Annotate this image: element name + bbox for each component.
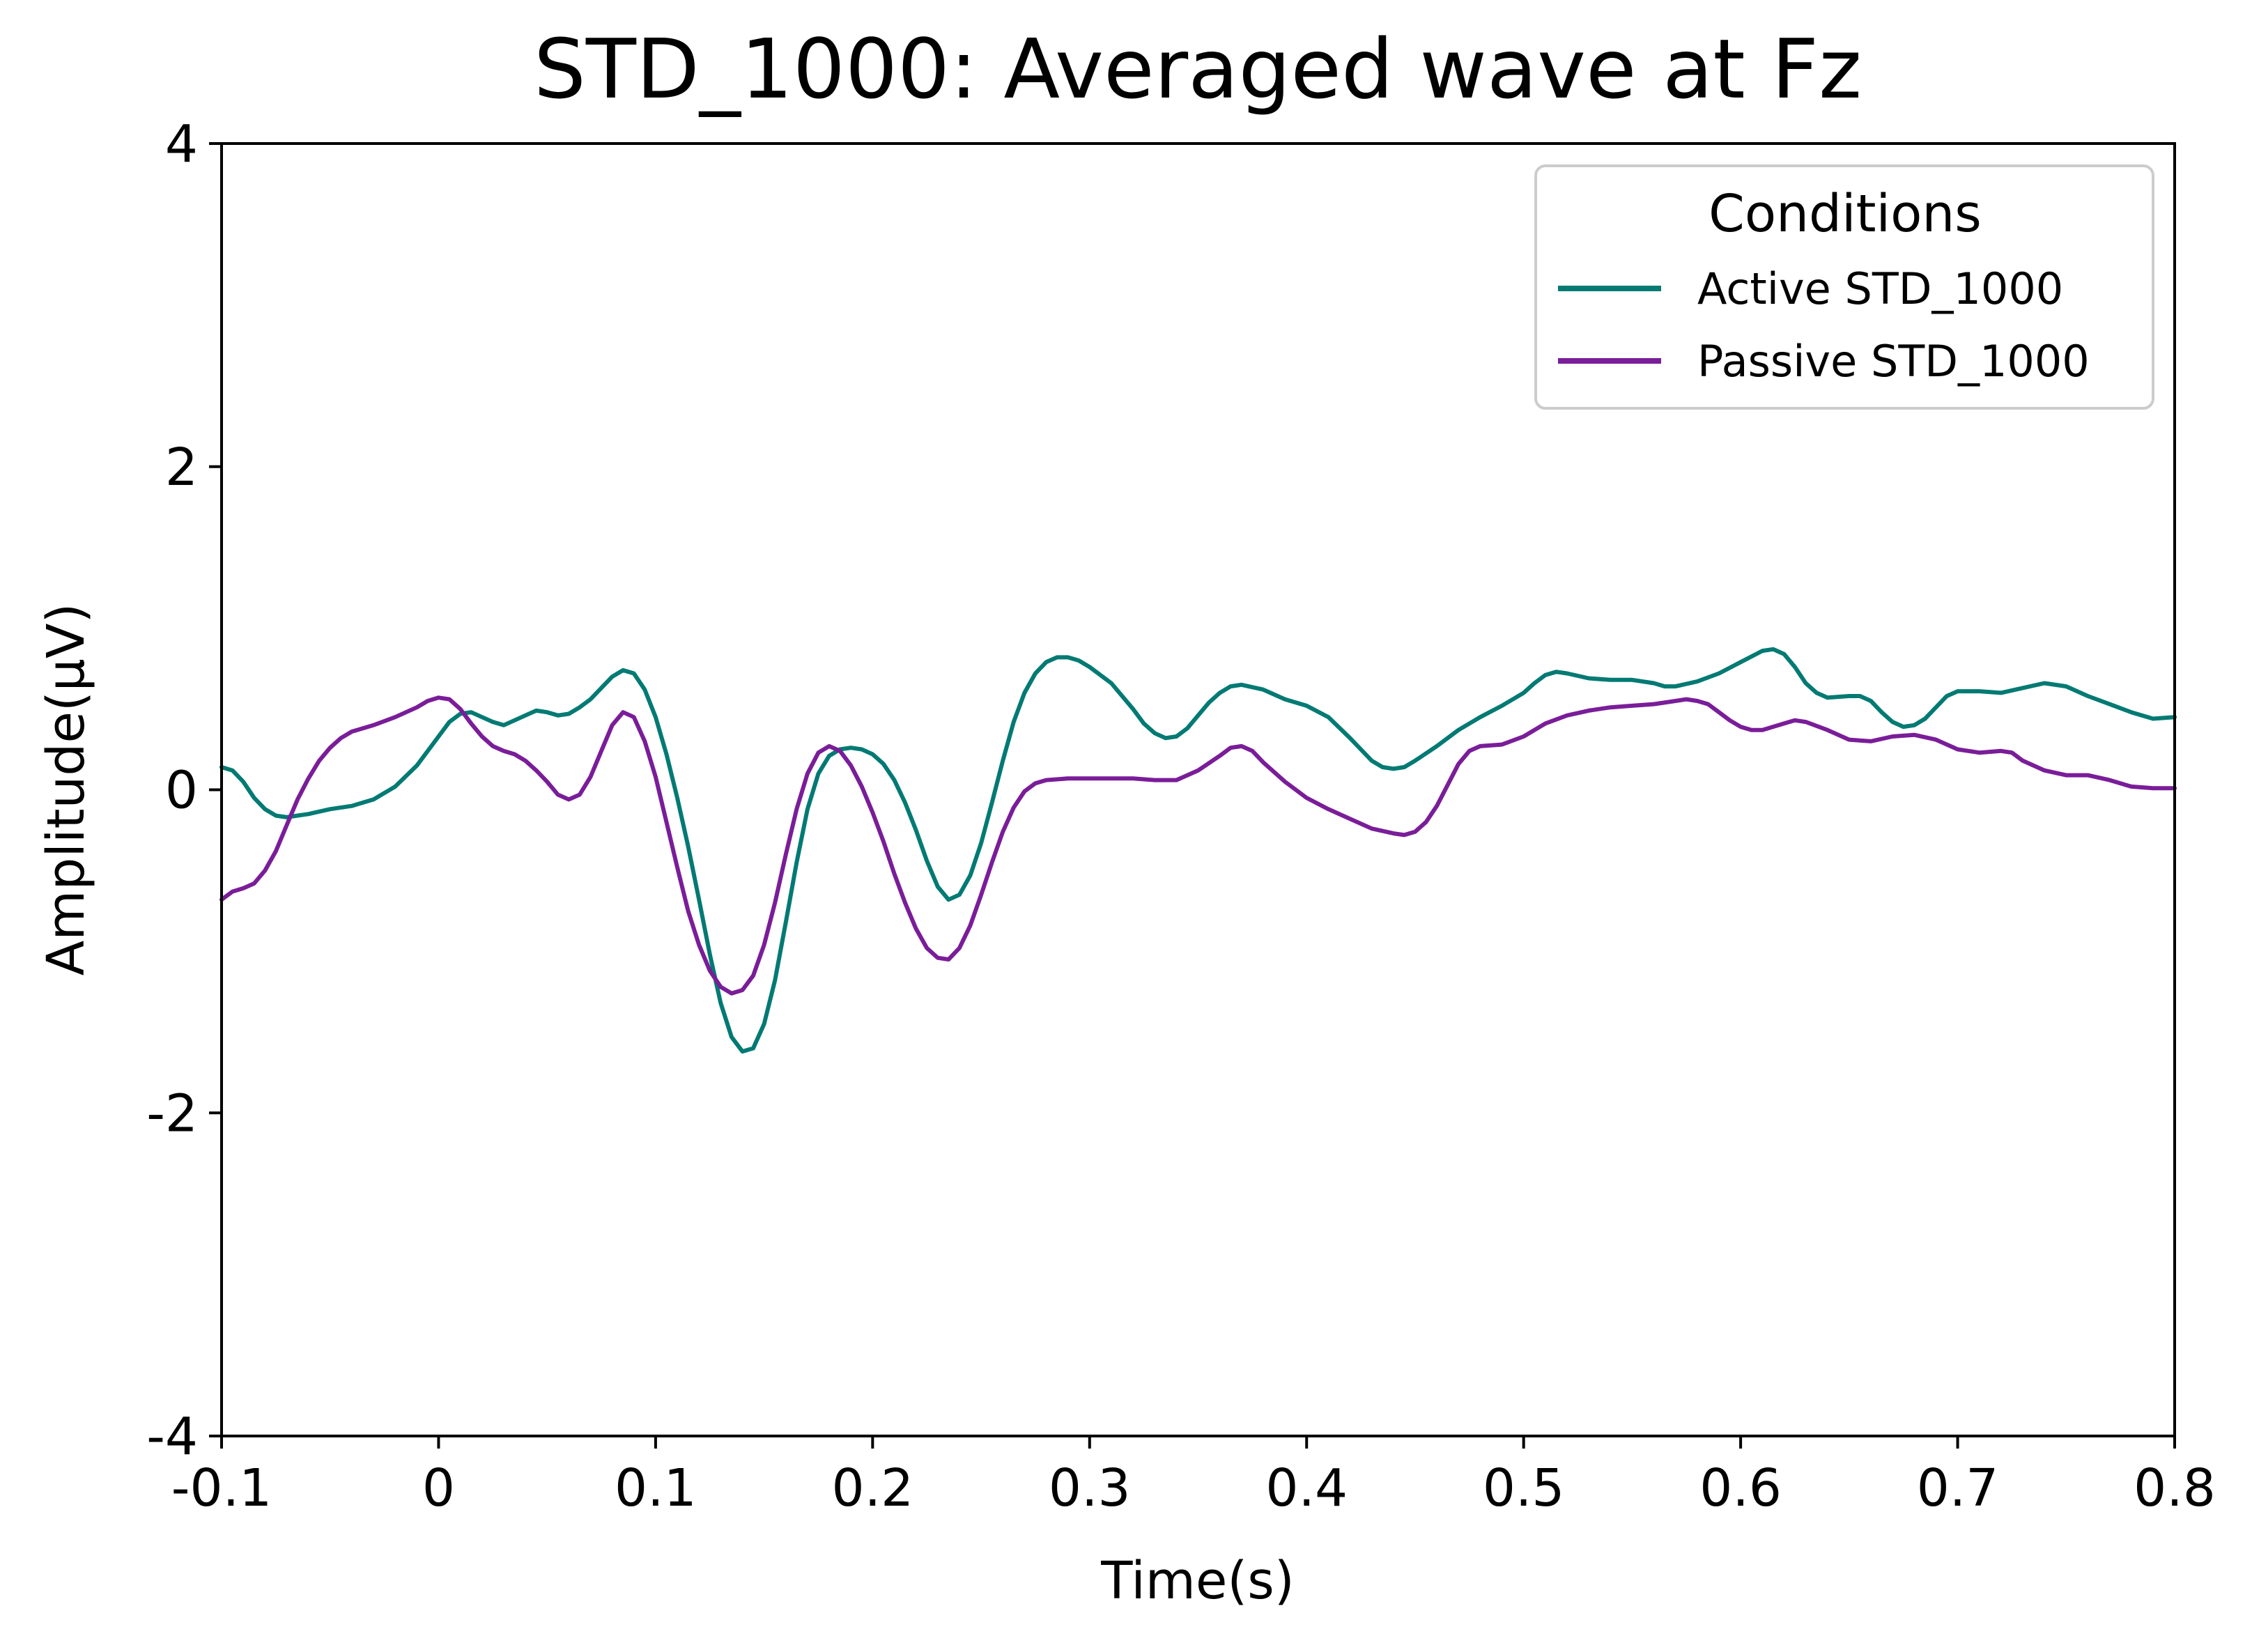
legend: Conditions Active STD_1000 Passive STD_1… bbox=[1534, 164, 2154, 410]
x-tick-label: 0.3 bbox=[1049, 1458, 1131, 1518]
x-tick-label: 0.5 bbox=[1483, 1458, 1565, 1518]
legend-label-active: Active STD_1000 bbox=[1697, 263, 2063, 314]
x-tick-label: 0.8 bbox=[2134, 1458, 2216, 1518]
series-layer bbox=[219, 647, 2177, 1054]
y-tick-label: 2 bbox=[165, 438, 198, 497]
y-tick-label: 0 bbox=[165, 761, 198, 821]
series-line-active bbox=[219, 647, 2177, 1054]
x-tick-label: 0.1 bbox=[615, 1458, 697, 1518]
y-axis-label: Amplitude(μV) bbox=[36, 603, 96, 976]
x-tick-label: -0.1 bbox=[171, 1458, 272, 1518]
series-line-passive bbox=[219, 695, 2177, 996]
y-axis: 4 2 0 -2 -4 bbox=[146, 114, 222, 1467]
legend-label-passive: Passive STD_1000 bbox=[1697, 336, 2090, 387]
x-axis-label: Time(s) bbox=[1100, 1551, 1294, 1611]
x-tick-label: 0.4 bbox=[1265, 1458, 1348, 1518]
y-tick-label: 4 bbox=[165, 114, 198, 174]
x-tick-label: 0.6 bbox=[1699, 1458, 1782, 1518]
y-tick-label: -2 bbox=[146, 1083, 198, 1143]
chart-title: STD_1000: Averaged wave at Fz bbox=[534, 21, 1862, 117]
y-tick-label: -4 bbox=[146, 1407, 198, 1467]
legend-title: Conditions bbox=[1709, 184, 1982, 244]
x-axis: -0.1 0 0.1 0.2 0.3 0.4 0.5 0.6 0.7 0.8 bbox=[171, 1436, 2216, 1518]
x-tick-label: 0 bbox=[422, 1458, 455, 1518]
legend-box bbox=[1534, 164, 2154, 410]
x-tick-label: 0.2 bbox=[831, 1458, 913, 1518]
x-tick-label: 0.7 bbox=[1917, 1458, 1999, 1518]
